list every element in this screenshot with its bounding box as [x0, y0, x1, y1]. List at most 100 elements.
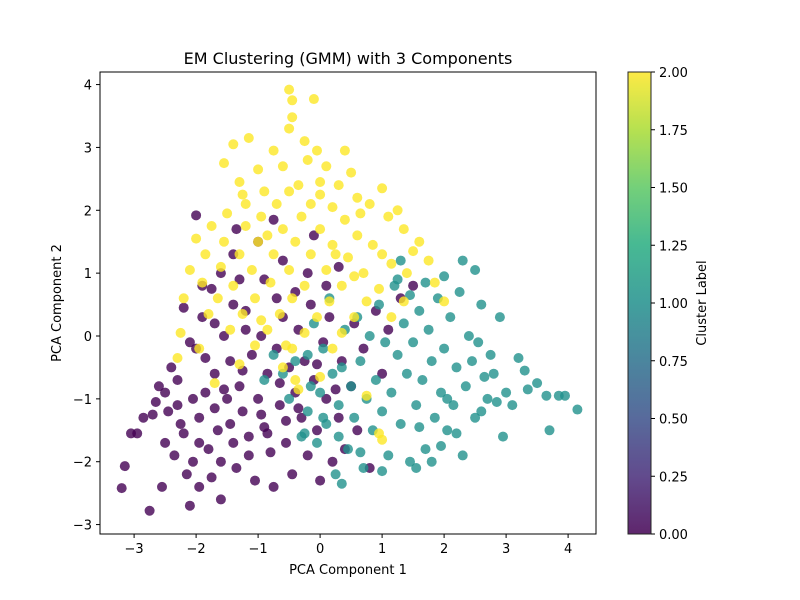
point-cluster-1 — [445, 312, 456, 323]
point-cluster-2 — [339, 214, 350, 225]
chart-title: EM Clustering (GMM) with 3 Components — [184, 49, 513, 68]
point-cluster-0 — [352, 425, 363, 436]
point-cluster-2 — [352, 230, 363, 241]
point-cluster-1 — [479, 371, 490, 382]
point-cluster-1 — [318, 343, 329, 354]
y-tick-label: −1 — [73, 393, 92, 408]
point-cluster-2 — [274, 309, 285, 319]
point-cluster-1 — [519, 365, 530, 376]
point-cluster-0 — [188, 393, 198, 404]
point-cluster-0 — [265, 447, 276, 458]
point-cluster-0 — [358, 343, 369, 354]
point-cluster-0 — [228, 437, 239, 448]
point-cluster-2 — [237, 309, 248, 319]
point-cluster-0 — [377, 368, 388, 379]
point-cluster-2 — [315, 371, 326, 382]
point-cluster-0 — [194, 481, 205, 492]
point-cluster-2 — [256, 315, 267, 326]
point-cluster-1 — [420, 444, 431, 455]
point-cluster-1 — [302, 349, 313, 360]
point-cluster-2 — [386, 258, 397, 269]
point-cluster-2 — [194, 343, 205, 354]
y-tick-label: 2 — [84, 204, 92, 219]
point-cluster-0 — [383, 324, 394, 335]
colorbar-label: Cluster Label — [695, 260, 710, 345]
point-cluster-1 — [377, 466, 388, 477]
point-cluster-2 — [234, 359, 245, 370]
point-cluster-2 — [299, 327, 310, 338]
point-cluster-2 — [312, 145, 322, 156]
point-cluster-0 — [312, 359, 322, 370]
point-cluster-0 — [308, 230, 319, 241]
point-cluster-1 — [343, 444, 353, 455]
point-cluster-0 — [302, 450, 313, 461]
point-cluster-1 — [544, 425, 555, 436]
point-cluster-1 — [336, 362, 347, 373]
point-cluster-2 — [349, 312, 360, 323]
point-cluster-0 — [281, 437, 291, 448]
point-cluster-1 — [476, 299, 487, 310]
point-cluster-2 — [401, 268, 412, 279]
point-cluster-2 — [262, 230, 273, 241]
point-cluster-0 — [293, 403, 304, 414]
point-cluster-0 — [209, 403, 220, 414]
point-cluster-0 — [200, 353, 211, 363]
point-cluster-0 — [327, 456, 338, 467]
point-cluster-0 — [203, 444, 214, 455]
point-cluster-2 — [175, 327, 186, 338]
point-cluster-1 — [383, 450, 394, 461]
point-cluster-0 — [166, 362, 177, 373]
point-cluster-1 — [355, 356, 366, 367]
point-cluster-2 — [305, 199, 316, 209]
point-cluster-1 — [442, 425, 453, 436]
point-cluster-2 — [290, 236, 301, 247]
point-cluster-0 — [234, 381, 245, 392]
point-cluster-2 — [203, 309, 214, 319]
point-cluster-2 — [290, 375, 301, 385]
point-cluster-2 — [333, 180, 344, 191]
point-cluster-2 — [367, 239, 378, 250]
point-cluster-1 — [454, 287, 465, 297]
point-cluster-1 — [268, 349, 279, 360]
point-cluster-0 — [324, 312, 335, 323]
point-cluster-1 — [336, 478, 347, 489]
point-cluster-0 — [184, 500, 195, 511]
point-cluster-2 — [293, 180, 304, 191]
point-cluster-0 — [225, 356, 236, 367]
data-points — [116, 84, 583, 516]
point-cluster-0 — [333, 261, 344, 272]
point-cluster-0 — [250, 475, 260, 486]
colorbar-tick-label: 1.75 — [659, 124, 688, 139]
plot-area-frame — [99, 71, 597, 535]
point-cluster-1 — [463, 331, 474, 341]
point-cluster-0 — [138, 412, 149, 423]
point-cluster-1 — [494, 312, 505, 323]
point-cluster-0 — [191, 210, 202, 221]
point-cluster-0 — [330, 384, 341, 395]
point-cluster-1 — [467, 356, 477, 367]
y-tick-label: −3 — [73, 519, 92, 534]
point-cluster-1 — [473, 337, 484, 348]
x-tick-label: 2 — [440, 542, 448, 557]
point-cluster-2 — [386, 312, 397, 323]
point-cluster-0 — [194, 437, 205, 448]
point-cluster-2 — [259, 186, 270, 197]
point-cluster-1 — [290, 356, 301, 367]
point-cluster-2 — [305, 249, 316, 260]
point-cluster-0 — [215, 494, 226, 505]
point-cluster-1 — [355, 447, 366, 458]
point-cluster-0 — [169, 450, 180, 461]
point-cluster-1 — [476, 406, 487, 417]
point-cluster-2 — [358, 268, 369, 279]
point-cluster-0 — [231, 224, 242, 235]
point-cluster-0 — [274, 378, 285, 389]
point-cluster-1 — [429, 412, 440, 423]
point-cluster-2 — [243, 133, 254, 143]
point-cluster-2 — [215, 261, 226, 272]
point-cluster-2 — [364, 199, 375, 209]
point-cluster-1 — [411, 400, 422, 411]
point-cluster-2 — [191, 233, 202, 244]
x-tick-label: 3 — [502, 542, 510, 557]
point-cluster-2 — [246, 265, 257, 275]
point-cluster-0 — [209, 318, 220, 329]
